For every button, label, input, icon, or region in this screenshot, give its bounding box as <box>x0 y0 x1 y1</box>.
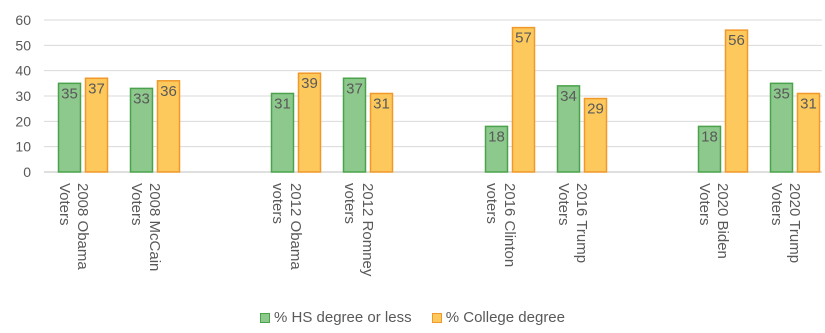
data-label: 31 <box>274 95 291 112</box>
legend-item-college: % College degree <box>431 309 565 326</box>
data-label: 18 <box>488 128 505 145</box>
y-tick-label: 10 <box>15 139 31 155</box>
svg-text:2020 TrumpVoters: 2020 TrumpVoters <box>768 183 803 263</box>
data-label: 39 <box>301 75 318 92</box>
x-category-label: 2012 Romneyvoters <box>341 183 376 277</box>
x-category-label: 2020 TrumpVoters <box>768 183 803 263</box>
x-category-label: 2016 Clintonvoters <box>483 183 518 267</box>
svg-text:2016 Clintonvoters: 2016 Clintonvoters <box>483 183 518 267</box>
bar-hs-degree <box>697 125 722 173</box>
x-category-label: 2016 TrumpVoters <box>555 183 590 263</box>
svg-text:2008 McCainVoters: 2008 McCainVoters <box>128 183 163 271</box>
bar-hs-degree <box>129 87 154 173</box>
data-label: 35 <box>773 85 790 102</box>
bar-college-degree <box>796 92 821 173</box>
data-label: 29 <box>587 101 604 118</box>
x-category-label: 2008 ObamaVoters <box>56 183 91 270</box>
data-label: 57 <box>515 30 532 47</box>
y-tick-label: 40 <box>15 63 31 79</box>
x-category-label: 2012 Obamavoters <box>269 183 304 270</box>
legend-label-hs: % HS degree or less <box>274 309 412 326</box>
data-label: 37 <box>346 80 363 97</box>
bar-hs-degree <box>769 82 794 173</box>
legend-label-college: % College degree <box>445 309 565 326</box>
data-label: 36 <box>160 83 177 100</box>
bar-college-degree <box>156 80 181 173</box>
bar-hs-degree <box>556 85 581 173</box>
bar-college-degree <box>369 92 394 173</box>
data-label: 56 <box>728 32 745 49</box>
bar-hs-degree <box>484 125 509 173</box>
bars <box>57 26 821 173</box>
data-label: 34 <box>560 88 577 105</box>
y-tick-label: 0 <box>23 164 31 180</box>
svg-text:2008 ObamaVoters: 2008 ObamaVoters <box>56 183 91 270</box>
data-label: 35 <box>61 85 78 102</box>
data-labels: 35 33 31 37 18 34 18 35 37 36 39 31 57 29 56 31 <box>61 30 817 146</box>
legend-swatch-hs <box>260 312 270 323</box>
legend-swatch-college <box>431 312 442 323</box>
svg-text:2016 TrumpVoters: 2016 TrumpVoters <box>555 183 590 263</box>
y-tick-label: 20 <box>15 113 31 129</box>
bar-college-degree <box>583 97 608 173</box>
bar-college-degree <box>724 29 749 173</box>
svg-text:2020 BidenVoters: 2020 BidenVoters <box>696 183 731 259</box>
svg-text:2012 Romneyvoters: 2012 Romneyvoters <box>341 183 376 277</box>
bar-hs-degree <box>270 92 295 173</box>
data-label: 31 <box>800 95 817 112</box>
x-axis-categories: 2008 ObamaVoters 2008 McCainVoters 2012 Ob… <box>56 183 803 277</box>
bar-college-degree <box>84 77 109 173</box>
bar-hs-degree <box>342 77 367 173</box>
bar-college-degree <box>511 26 536 173</box>
data-label: 18 <box>701 128 718 145</box>
data-label: 37 <box>88 80 105 97</box>
x-category-label: 2008 McCainVoters <box>128 183 163 271</box>
data-label: 31 <box>373 95 390 112</box>
x-category-label: 2020 BidenVoters <box>696 183 731 259</box>
svg-text:2012 Obamavoters: 2012 Obamavoters <box>269 183 304 270</box>
y-tick-label: 30 <box>15 88 31 104</box>
bar-college-degree <box>297 72 322 173</box>
y-tick-label: 50 <box>15 37 31 53</box>
y-tick-label: 60 <box>15 12 31 28</box>
y-axis-ticks: 0 10 20 30 40 50 60 <box>15 12 31 180</box>
bar-hs-degree <box>57 82 82 173</box>
data-label: 33 <box>133 90 150 107</box>
legend-item-hs: % HS degree or less <box>260 309 412 326</box>
legend: % HS degree or less % College degree <box>0 309 825 327</box>
